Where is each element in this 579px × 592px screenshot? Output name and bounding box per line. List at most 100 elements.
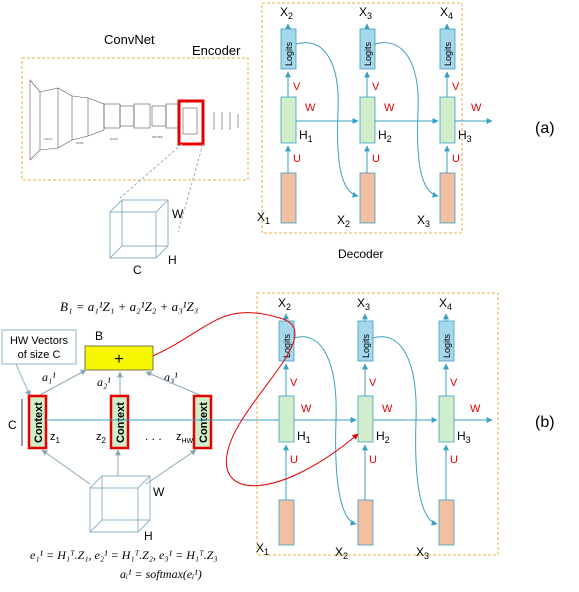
hidden-state-label: H1: [297, 429, 311, 445]
v-weight-label: V: [290, 377, 298, 389]
b1-equation: B₁ = a₁¹Z₁ + a₂¹Z₂ + a₃¹Z₃: [60, 299, 198, 314]
u-weight-label: U: [372, 153, 380, 165]
feature-volume-b: [89, 475, 151, 533]
hidden-state-label: H1: [299, 128, 313, 144]
input-box: [280, 172, 297, 224]
v-weight-label: V: [450, 377, 458, 389]
context-label-1: Context: [33, 402, 45, 443]
svg-text:pool: pool: [110, 136, 118, 141]
top-output-label: X4: [440, 5, 453, 21]
convnet-thumbnail: [29, 79, 239, 161]
convnet-tiny-labels: conv max pool dense: [44, 134, 164, 145]
decoder-dashed-box-a: [261, 2, 463, 234]
w-weight-label: W: [471, 102, 482, 114]
v-weight-label: V: [369, 377, 377, 389]
bottom-input-label: X3: [417, 213, 430, 229]
attention-curve: [152, 312, 359, 487]
bottom-input-label: X2: [337, 213, 350, 229]
hidden-state-label: H3: [458, 128, 472, 144]
hw-vectors-line1: HW Vectors: [10, 335, 69, 347]
context-label-2: Context: [115, 402, 127, 443]
u-weight-label: U: [450, 454, 458, 466]
w-weight-label: W: [384, 102, 395, 114]
context-label-hw: Context: [198, 402, 210, 443]
u-weight-label: U: [293, 153, 301, 165]
feature-volume-a: [109, 199, 169, 259]
hidden-state-box: [439, 96, 456, 144]
v-weight-label: V: [293, 81, 301, 93]
w-weight-label: W: [305, 102, 316, 114]
svg-text:conv: conv: [44, 136, 52, 141]
svg-text:dense: dense: [152, 134, 164, 139]
decoder-column-a-2: X3 Logits V H2 W U X2: [337, 5, 395, 229]
top-output-label: X4: [439, 296, 452, 312]
hidden-state-box: [438, 395, 455, 443]
hw-vectors-line2: of size C: [18, 349, 61, 361]
sum-plus: +: [114, 351, 123, 368]
w-weight-label: W: [382, 403, 393, 415]
panel-a: ConvNet Encoder conv max pool dense: [21, 2, 555, 277]
logits-box: [357, 320, 374, 362]
context-box-2: [109, 394, 130, 450]
convnet-label: ConvNet: [104, 32, 155, 47]
bottom-input-label: X1: [257, 210, 270, 226]
input-box: [438, 499, 455, 546]
weight-a2: a₂¹: [97, 375, 111, 389]
encoder-label: Encoder: [192, 43, 241, 58]
decoder-column-b-2: X3 Logits V H2 W U X2: [335, 296, 393, 561]
v-weight-label: V: [372, 81, 380, 93]
hidden-state-box: [278, 395, 295, 443]
decoder-column-b-1: X2 Logits V H1 W U X1: [256, 296, 312, 557]
sum-box: [84, 345, 154, 371]
w-weight-label: W: [301, 403, 312, 415]
logits-label: Logits: [284, 41, 294, 66]
bottom-input-label: X1: [256, 541, 269, 557]
input-box: [357, 499, 374, 546]
decoder-column-a-3: X4 Logits V H3 W U X3: [417, 5, 482, 229]
volume-h-label-b: H: [144, 529, 153, 543]
dots-label: . . .: [145, 429, 162, 443]
decoder-column-b-3: X4 Logits V H3 W U X3: [416, 296, 481, 561]
bottom-input-label: X3: [416, 545, 429, 561]
u-weight-label: U: [452, 153, 460, 165]
encoder-dashed-box: [21, 57, 249, 181]
b-label: B: [95, 329, 103, 343]
u-weight-label: U: [369, 454, 377, 466]
hw-vectors-box: [1, 329, 77, 365]
top-output-label: X2: [278, 296, 291, 312]
hidden-state-box: [357, 395, 374, 443]
a-equation: aᵢ¹ = softmax(eᵢ¹): [120, 567, 202, 581]
c-label: C: [8, 418, 17, 432]
logits-box: [438, 320, 455, 362]
input-box: [359, 172, 376, 224]
hidden-state-label: H2: [378, 128, 392, 144]
logits-box: [359, 28, 376, 70]
volume-h-label: H: [168, 253, 177, 267]
panel-b: B₁ = a₁¹Z₁ + a₂¹Z₂ + a₃¹Z₃ HW Vectors of…: [1, 292, 555, 581]
weight-a1: a₁¹: [42, 370, 56, 384]
hidden-state-label: H3: [457, 429, 471, 445]
decoder-label: Decoder: [338, 247, 383, 261]
z1-label: z1: [50, 431, 61, 445]
context-box-hw: [192, 394, 213, 450]
hidden-state-label: H2: [376, 429, 390, 445]
logits-box: [439, 28, 456, 70]
logits-label: Logits: [361, 333, 371, 358]
decoder-column-a-1: X2 Logits V H1 W U X1: [257, 5, 316, 226]
u-weight-label: U: [290, 454, 298, 466]
hidden-state-box: [359, 96, 376, 144]
w-weight-label: W: [470, 403, 481, 415]
zhw-label: zHW: [176, 431, 194, 445]
input-box: [439, 172, 456, 224]
hidden-state-box: [280, 96, 297, 144]
logits-box: [280, 28, 297, 70]
panel-a-tag: (a): [535, 120, 555, 137]
z2-label: z2: [96, 431, 107, 445]
volume-c-label: C: [133, 263, 142, 277]
logits-label: Logits: [282, 333, 292, 358]
v-weight-label: V: [452, 81, 460, 93]
logits-label: Logits: [363, 41, 373, 66]
svg-text:max: max: [76, 140, 84, 145]
top-output-label: X3: [359, 5, 372, 21]
